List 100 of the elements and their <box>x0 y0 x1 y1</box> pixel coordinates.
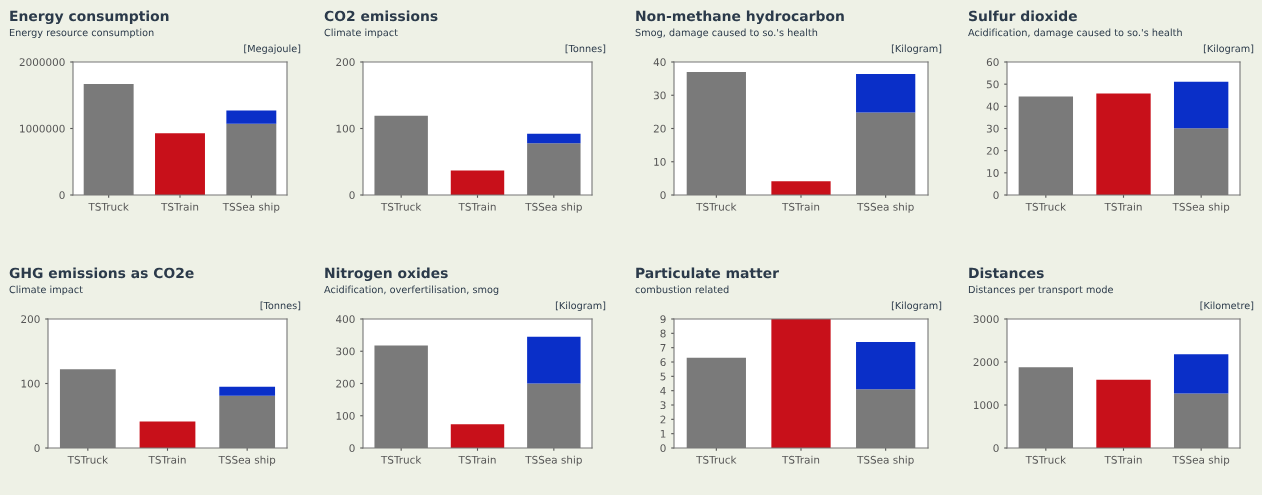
x-tick-label: TSSea ship <box>857 455 914 466</box>
chart-title: Sulfur dioxide <box>969 10 1077 22</box>
bar <box>1096 379 1151 448</box>
y-axis-title: [Tonnes] <box>565 44 606 54</box>
y-tick-label: 0 <box>993 191 999 200</box>
y-tick-label: 100 <box>336 411 355 420</box>
chart-subtitle: Climate impact <box>324 28 398 39</box>
bar <box>1173 354 1229 394</box>
bar <box>226 110 277 124</box>
x-tick-label: TSTrain <box>458 455 496 464</box>
y-tick-label: 9 <box>660 315 666 324</box>
bar <box>771 319 831 448</box>
bar <box>856 341 916 390</box>
y-axis-title: [Kilogram] <box>891 301 942 312</box>
chart-subtitle: Acidification, overfertilisation, smog <box>324 285 499 296</box>
y-tick-label: 1000 <box>973 401 999 410</box>
y-tick-label: 1 <box>660 430 666 438</box>
y-tick-label: 40 <box>986 102 999 111</box>
x-tick-label: TSTruck <box>696 202 737 211</box>
x-tick-label: TSTruck <box>380 455 422 464</box>
y-axis-title: [Megajoule] <box>244 44 301 55</box>
bar <box>527 336 581 384</box>
x-tick-label: TSTrain <box>160 202 199 211</box>
y-axis-title: [Kilogram] <box>1203 44 1254 55</box>
y-tick-label: 0 <box>349 191 355 200</box>
y-tick-label: 4 <box>660 387 666 395</box>
y-tick-label: 10 <box>987 169 999 177</box>
x-tick-label: TSTruck <box>696 455 737 464</box>
y-tick-label: 0 <box>993 444 999 453</box>
chart-subtitle: Climate impact <box>9 285 83 296</box>
x-tick-label: TSSea ship <box>525 455 582 466</box>
y-tick-label: 2000 <box>973 358 999 367</box>
y-tick-label: 2000000 <box>19 58 65 67</box>
chart-title: Distances <box>969 267 1044 279</box>
x-tick-label: TSTrain <box>781 455 820 464</box>
y-tick-label: 100 <box>336 124 355 133</box>
y-tick-label: 20 <box>653 124 666 133</box>
y-tick-label: 30 <box>653 91 666 100</box>
y-tick-label: 0 <box>660 191 666 200</box>
x-tick-label: TSTrain <box>458 202 496 211</box>
bar <box>155 133 205 195</box>
x-tick-label: TSTruck <box>88 202 129 211</box>
x-tick-label: TSTruck <box>380 202 422 211</box>
y-axis-title: [Kilogram] <box>891 44 942 55</box>
chart-title: Energy consumption <box>10 10 169 24</box>
bar <box>1173 81 1229 129</box>
y-tick-label: 3000 <box>973 315 999 324</box>
chart-subtitle: Smog, damage caused to so.'s health <box>635 28 818 39</box>
y-tick-label: 5 <box>660 372 666 381</box>
x-tick-label: TSTruck <box>1025 455 1067 464</box>
y-tick-label: 100 <box>21 379 40 388</box>
y-tick-label: 300 <box>336 347 355 356</box>
bar <box>450 424 505 448</box>
bar <box>771 181 831 195</box>
bar <box>1096 93 1151 195</box>
chart-subtitle: combustion related <box>635 285 729 294</box>
x-tick-label: TSSea ship <box>857 202 914 213</box>
chart-subtitle: Distances per transport mode <box>968 285 1113 296</box>
bar <box>450 170 505 195</box>
y-tick-label: 200 <box>336 58 355 67</box>
y-tick-label: 20 <box>986 146 999 155</box>
x-tick-label: TSTrain <box>148 455 186 464</box>
y-axis-title: [Tonnes] <box>260 301 301 311</box>
x-tick-label: TSSea ship <box>1172 202 1230 213</box>
y-tick-label: 8 <box>660 329 666 338</box>
x-tick-label: TSSea ship <box>525 202 582 213</box>
x-tick-label: TSSea ship <box>222 202 280 213</box>
y-tick-label: 60 <box>986 58 999 67</box>
chart-title: Non-methane hydrocarbon <box>636 10 844 24</box>
x-tick-label: TSSea ship <box>218 455 276 466</box>
y-axis-title: [Kilometre] <box>1200 301 1254 311</box>
y-tick-label: 30 <box>986 124 999 133</box>
bar <box>219 386 276 396</box>
x-tick-label: TSSea ship <box>1172 455 1230 466</box>
chart-title: Nitrogen oxides <box>325 267 448 281</box>
x-tick-label: TSTrain <box>781 202 820 211</box>
chart-title: CO2 emissions <box>324 10 438 22</box>
x-tick-label: TSTruck <box>1025 202 1067 211</box>
y-tick-label: 40 <box>653 58 666 67</box>
chart-subtitle: Acidification, damage caused to so.'s health <box>968 28 1182 39</box>
y-axis-title: [Kilogram] <box>555 301 606 312</box>
y-tick-label: 50 <box>986 80 999 89</box>
bar <box>139 421 196 448</box>
y-tick-label: 0 <box>59 191 65 200</box>
y-tick-label: 2 <box>660 415 666 424</box>
y-tick-label: 0 <box>34 444 40 453</box>
x-tick-label: TSTruck <box>67 455 109 464</box>
chart-title: GHG emissions as CO2e <box>9 267 194 279</box>
y-tick-label: 1000000 <box>20 124 65 133</box>
y-tick-label: 7 <box>660 344 666 352</box>
y-tick-label: 10 <box>654 157 666 166</box>
y-tick-label: 3 <box>660 401 666 410</box>
chart-title: Particulate matter <box>636 267 779 279</box>
y-tick-label: 200 <box>336 379 355 388</box>
y-tick-label: 6 <box>660 358 666 367</box>
y-tick-label: 200 <box>21 315 40 324</box>
x-tick-label: TSTrain <box>1104 202 1142 211</box>
chart-subtitle: Energy resource consumption <box>9 28 154 39</box>
bar <box>856 73 916 113</box>
y-tick-label: 400 <box>335 315 355 324</box>
